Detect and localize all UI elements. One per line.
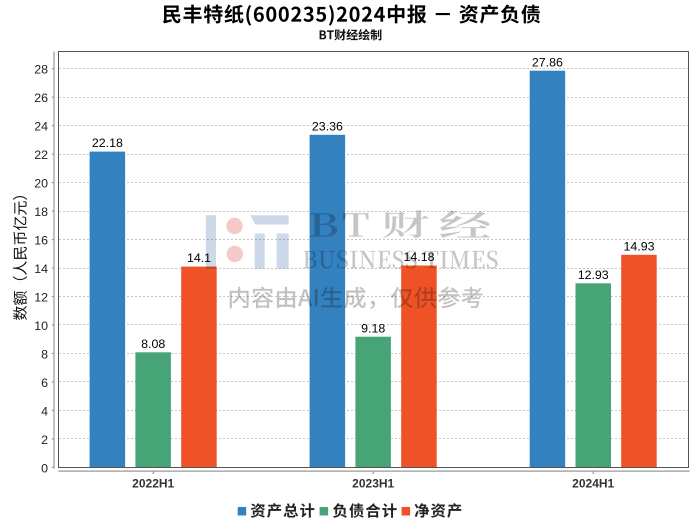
svg-text:9.18: 9.18 [361, 321, 385, 335]
svg-text:2022H1: 2022H1 [132, 476, 174, 490]
svg-text:0: 0 [41, 461, 48, 475]
svg-text:12: 12 [34, 290, 48, 304]
svg-text:14.93: 14.93 [623, 239, 654, 253]
svg-text:18: 18 [34, 205, 48, 219]
svg-text:28: 28 [34, 63, 48, 77]
svg-text:6: 6 [41, 376, 48, 390]
svg-text:2: 2 [41, 433, 48, 447]
svg-text:2024H1: 2024H1 [572, 476, 614, 490]
svg-text:24: 24 [34, 120, 48, 134]
svg-text:14.18: 14.18 [403, 250, 434, 264]
svg-text:8.08: 8.08 [141, 337, 165, 351]
svg-text:2023H1: 2023H1 [352, 476, 394, 490]
svg-text:16: 16 [34, 234, 48, 248]
svg-text:22: 22 [34, 148, 48, 162]
svg-text:20: 20 [34, 177, 48, 191]
svg-text:8: 8 [41, 347, 48, 361]
svg-text:22.18: 22.18 [92, 136, 123, 150]
svg-text:26: 26 [34, 91, 48, 105]
svg-text:10: 10 [34, 319, 48, 333]
svg-text:23.36: 23.36 [312, 119, 343, 133]
svg-text:14: 14 [34, 262, 48, 276]
svg-text:27.86: 27.86 [532, 55, 563, 69]
svg-text:14.1: 14.1 [187, 251, 211, 265]
svg-text:12.93: 12.93 [578, 268, 609, 282]
svg-text:4: 4 [41, 404, 48, 418]
